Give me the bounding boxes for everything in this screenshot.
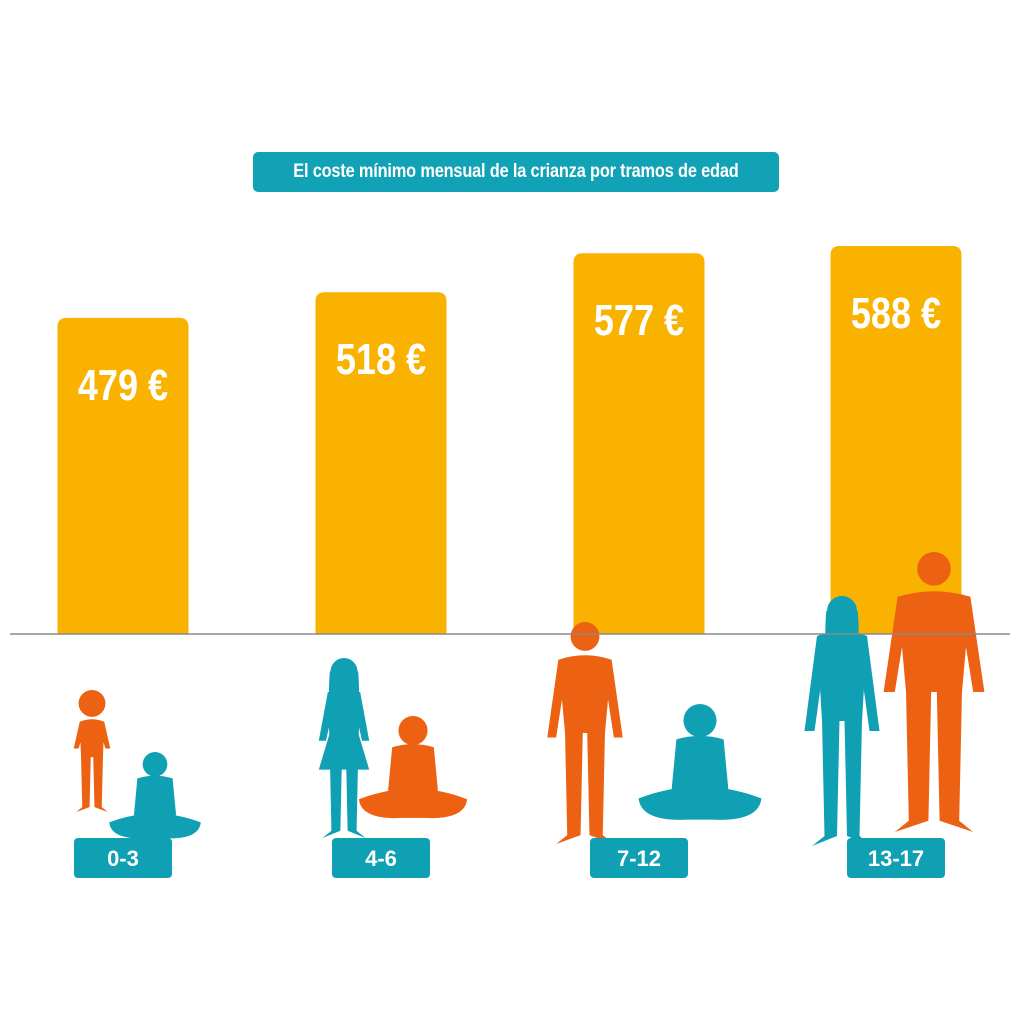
figure-torso: [388, 744, 438, 791]
figure-torso: [671, 735, 729, 789]
figure-leg-right: [587, 732, 614, 844]
figure-leg-right: [93, 756, 108, 812]
figure-arm-right: [604, 659, 623, 738]
figures-0-3: [73, 690, 201, 839]
figure-torso: [897, 591, 971, 692]
category-label-4-6: 4-6: [365, 846, 397, 871]
chart-title-badge: El coste mínimo mensual de la crianza po…: [253, 152, 779, 192]
category-labels-layer: 0-3 4-6 7-12 13-17: [74, 838, 945, 878]
figure-leg-left: [894, 691, 932, 832]
figure-legs-crossed: [358, 788, 468, 819]
category-badge-4-6: [332, 838, 430, 878]
bar-value-label-0-3: 479 €: [78, 361, 168, 410]
figure-arm-right: [354, 692, 370, 741]
bar-7-12: [573, 253, 705, 635]
figure-leg-right: [345, 743, 366, 838]
category-label-7-12: 7-12: [617, 846, 661, 871]
figure-arm-right: [100, 721, 111, 749]
bar-0-3: [57, 317, 189, 634]
figure-legs-crossed: [109, 813, 201, 839]
figure-torso: [817, 631, 867, 721]
category-badge-7-12: [590, 838, 688, 878]
figure-leg-left: [322, 743, 343, 838]
figure-head: [570, 622, 600, 651]
figure-arm-right: [859, 636, 880, 731]
figure-head: [142, 752, 168, 777]
figure-leg-left: [76, 756, 91, 812]
figure-torso: [79, 719, 105, 758]
figure-torso: [558, 655, 612, 733]
figure-leg-right: [844, 720, 872, 846]
figure-head: [78, 690, 106, 717]
category-label-0-3: 0-3: [107, 846, 139, 871]
bar-4-6: [315, 292, 447, 634]
figure-head: [917, 552, 951, 586]
figure-head: [683, 704, 717, 738]
figure-arm-left: [73, 721, 84, 749]
figure-head: [398, 716, 428, 746]
figures-13-17: [804, 552, 985, 846]
figures-7-12: [547, 622, 762, 844]
figures-4-6: [318, 658, 468, 838]
figure-arm-left: [804, 636, 825, 731]
figure-torso: [133, 775, 177, 816]
category-label-13-17: 13-17: [868, 846, 924, 871]
figure-arm-right: [962, 596, 985, 692]
bars-layer: 479 € 518 € 577 € 588 €: [57, 246, 962, 635]
figure-leg-left: [556, 732, 583, 844]
figure-leg-left: [812, 720, 840, 846]
chart-title: El coste mínimo mensual de la crianza po…: [293, 161, 739, 182]
figure-legs-crossed: [638, 786, 762, 820]
bar-value-label-7-12: 577 €: [594, 296, 684, 345]
figure-arm-left: [547, 659, 566, 738]
figure-arm-left: [883, 596, 906, 692]
figure-leg-right: [936, 691, 974, 832]
figure-arm-left: [318, 692, 334, 741]
category-badge-0-3: [74, 838, 172, 878]
category-badge-13-17: [847, 838, 945, 878]
child-silhouettes-icon: [73, 552, 985, 846]
figure-torso: [327, 688, 361, 745]
bar-value-label-13-17: 588 €: [851, 289, 941, 338]
bar-value-label-4-6: 518 €: [336, 335, 426, 384]
bar-13-17: [830, 246, 962, 634]
